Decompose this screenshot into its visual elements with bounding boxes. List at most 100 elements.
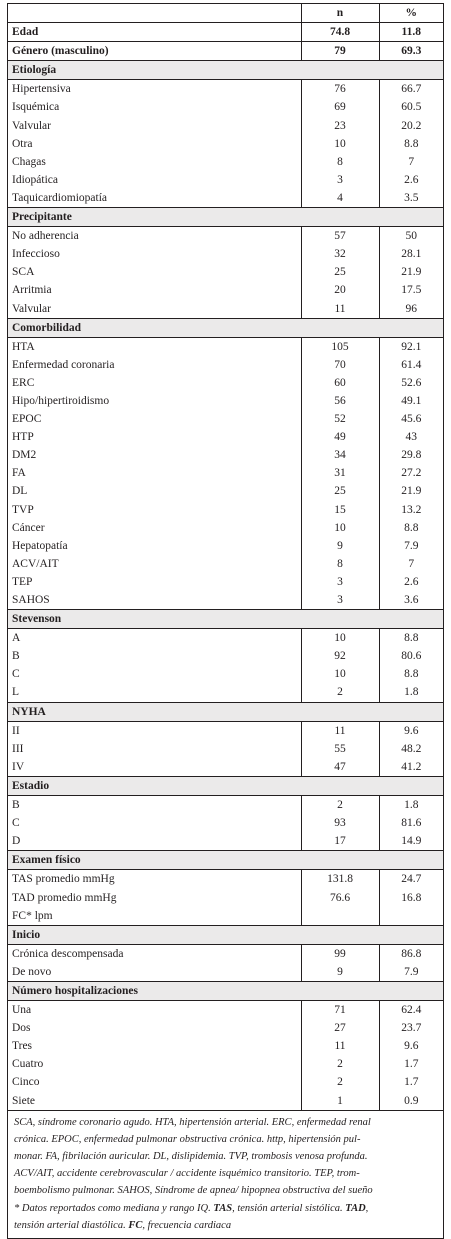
row-percent: 7.9 <box>378 536 443 555</box>
row-n: 93 <box>300 814 379 833</box>
row-label: SAHOS <box>8 591 301 611</box>
table-row: Cáncer 10 8.8 <box>8 518 443 537</box>
row-percent: 3.5 <box>378 188 443 209</box>
section-header-row: Estadio <box>8 776 443 797</box>
header-percent: % <box>378 4 443 24</box>
row-label: II <box>12 724 20 737</box>
tad-text: , <box>365 1202 369 1214</box>
row-label: TEP <box>12 575 33 588</box>
row-n <box>300 906 379 926</box>
table-row: HTP 49 43 <box>8 428 443 447</box>
row-n: 27 <box>300 1019 379 1038</box>
table-row: III 55 48.2 <box>8 739 443 758</box>
row-percent: 50 <box>378 226 443 246</box>
table-row: SAHOS 3 3.6 <box>8 591 443 611</box>
row-percent: 8.8 <box>378 665 443 684</box>
row-n: 71 <box>300 1000 379 1020</box>
row-percent: 29.8 <box>378 446 443 465</box>
table-row: Una 71 62.4 <box>8 1000 443 1020</box>
tas-text: , tensión arterial sistólica. <box>232 1202 346 1214</box>
row-label: A <box>12 632 21 645</box>
row-n: 79 <box>300 41 379 62</box>
footnote-star-note-2: tensión arterial diastólica. FC, frecuen… <box>14 1217 439 1234</box>
row-n: 76 <box>300 79 379 99</box>
row-n: 25 <box>300 263 379 282</box>
table-row: Crónica descompensada 99 86.8 <box>8 944 443 963</box>
table-row: TAD promedio mmHg 76.6 16.8 <box>8 888 443 907</box>
row-label: D <box>8 832 301 852</box>
row-label: C <box>12 668 20 681</box>
header-label <box>8 4 301 24</box>
row-n: 105 <box>300 337 379 356</box>
tas-abbr: TAS <box>213 1202 233 1214</box>
row-label: ERC <box>12 376 35 389</box>
row-percent: 45.6 <box>378 410 443 429</box>
row-n: 2 <box>300 1073 379 1092</box>
table-row: Hipo/hipertiroidismo 56 49.1 <box>8 391 443 411</box>
row-label: HTP <box>12 431 34 444</box>
row-label: B <box>12 799 20 812</box>
row-n: 11 <box>300 1037 379 1056</box>
table-row: TVP 15 13.2 <box>8 500 443 519</box>
section-header-row: NYHA <box>8 702 443 722</box>
section-title: Estadio <box>8 776 443 797</box>
fc-abbr: FC <box>128 1219 143 1231</box>
row-label: Una <box>12 1004 32 1017</box>
row-label: HTA <box>12 340 35 353</box>
table-row: Cuatro 2 1.7 <box>8 1055 443 1074</box>
section-title: Etiología <box>8 60 443 81</box>
row-n: 20 <box>300 281 379 300</box>
row-percent: 11.8 <box>378 22 443 43</box>
row-label: III <box>12 742 24 755</box>
row-label: Infeccioso <box>12 248 60 261</box>
row-n: 10 <box>300 665 379 684</box>
footnote-abbreviations: SCA, síndrome coronario agudo. HTA, hipe… <box>14 1114 439 1200</box>
row-label: Enfermedad coronaria <box>12 358 115 371</box>
row-percent: 69.3 <box>378 41 443 62</box>
table-row: Cinco 2 1.7 <box>8 1073 443 1092</box>
row-percent: 86.8 <box>378 944 443 963</box>
table-row: HTA 105 92.1 <box>8 337 443 356</box>
footnote-line: monar. FA, fibrilación auricular. DL, di… <box>14 1151 368 1163</box>
section-header-row: Inicio <box>8 925 443 945</box>
table-row: Enfermedad coronaria 70 61.4 <box>8 355 443 374</box>
table-row: A 10 8.8 <box>8 628 443 648</box>
row-n: 8 <box>300 152 379 171</box>
table-row: TEP 3 2.6 <box>8 572 443 591</box>
table-row: EPOC 52 45.6 <box>8 410 443 429</box>
table-row: Valvular 11 96 <box>8 299 443 319</box>
row-n: 3 <box>300 170 379 189</box>
table-row: B 2 1.8 <box>8 795 443 815</box>
row-n: 55 <box>300 739 379 758</box>
row-label: ACV/AIT <box>12 557 59 570</box>
row-percent: 16.8 <box>378 888 443 907</box>
table-row: DL 25 21.9 <box>8 482 443 501</box>
tad-definition: tensión arterial diastólica. <box>14 1219 129 1231</box>
row-n: 4 <box>300 188 379 209</box>
table-row: ACV/AIT 8 7 <box>8 554 443 573</box>
section-header-row: Etiología <box>8 60 443 81</box>
table-row: De novo 9 7.9 <box>8 962 443 982</box>
row-label: Idiopática <box>12 173 58 186</box>
row-percent: 49.1 <box>378 391 443 411</box>
row-label: TAD promedio mmHg <box>12 891 117 904</box>
row-percent: 80.6 <box>378 647 443 666</box>
table-row: L 2 1.8 <box>8 683 443 703</box>
row-label: Valvular <box>8 299 301 319</box>
footnote-line: crónica. EPOC, enfermedad pulmonar obstr… <box>14 1133 361 1145</box>
row-n: 2 <box>300 795 379 815</box>
header-n: n <box>300 4 379 24</box>
row-percent: 9.6 <box>378 1037 443 1056</box>
table-row: C 93 81.6 <box>8 814 443 833</box>
table-row: TAS promedio mmHg 131.8 24.7 <box>8 869 443 889</box>
row-percent: 92.1 <box>378 337 443 356</box>
row-percent: 13.2 <box>378 500 443 519</box>
row-n: 76.6 <box>300 888 379 907</box>
row-n: 34 <box>300 446 379 465</box>
footnote-line: ACV/AIT, accidente cerebrovascular / acc… <box>14 1168 360 1180</box>
table-row: ERC 60 52.6 <box>8 373 443 392</box>
footnote-line: SCA, síndrome coronario agudo. HTA, hipe… <box>14 1116 371 1128</box>
table-row: IV 47 41.2 <box>8 757 443 777</box>
table-row: Dos 27 23.7 <box>8 1019 443 1038</box>
table-row: D 17 14.9 <box>8 832 443 852</box>
